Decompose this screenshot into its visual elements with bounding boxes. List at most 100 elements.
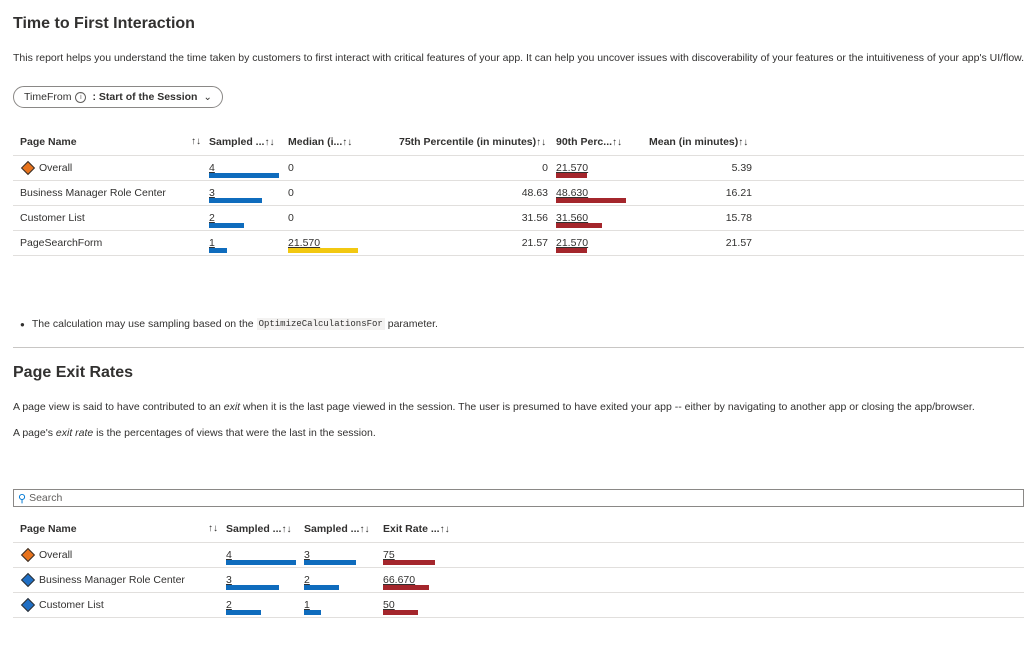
cell-median[interactable]: 21.570 [288, 230, 398, 256]
page-name-wrap: Overall [13, 543, 226, 563]
cell-spacer [760, 155, 1024, 181]
cell-median[interactable]: 0 [288, 155, 398, 181]
cell-spacer [760, 230, 1024, 256]
cell-exit-rate-inner: 75 [383, 543, 473, 567]
cell-sampled-1-bar [226, 560, 296, 565]
col-header-mean[interactable]: Mean (in minutes)↑↓ [649, 135, 749, 148]
cell-sampled-2-bar [304, 610, 321, 615]
cell-sampled-2-bar [304, 560, 356, 565]
col-header-page-name[interactable]: Page Name ↑↓ [20, 522, 218, 535]
cell-sampled-bar [209, 223, 244, 228]
cell-sampled[interactable]: 2 [209, 205, 288, 231]
cell-sampled-1-inner: 4 [226, 543, 304, 567]
table-row[interactable]: Customer List 2 0 31.56 31.560 15.78 [13, 205, 1024, 231]
cell-p90-bar [556, 248, 587, 253]
sampling-note: ● The calculation may use sampling based… [20, 318, 438, 330]
cell-p75: 48.63 [398, 180, 556, 206]
page-name-wrap: Customer List [13, 206, 209, 224]
page-name-text: PageSearchForm [20, 237, 103, 249]
cell-p75-inner: 21.57 [398, 231, 556, 255]
cell-sampled[interactable]: 1 [209, 230, 288, 256]
cell-sampled-1-value: 4 [226, 549, 232, 561]
col-header-sampled-1[interactable]: Sampled ...↑↓ [226, 522, 292, 535]
cell-median-inner: 0 [288, 181, 398, 205]
cell-exit-rate-inner: 50 [383, 593, 473, 617]
cell-exit-rate-value: 75 [383, 549, 395, 561]
tfi-table: Page Name ↑↓ Sampled ...↑↓ Median (i...↑↓… [13, 128, 1024, 256]
cell-page-name: Overall [13, 155, 209, 181]
diamond-blue-icon [20, 597, 36, 613]
cell-p90-inner: 21.570 [556, 156, 649, 180]
cell-sampled-1-bar [226, 610, 261, 615]
cell-p90[interactable]: 21.570 [556, 155, 649, 181]
bullet-icon: ● [20, 319, 25, 329]
cell-sampled-1-bar [226, 585, 279, 590]
col-header-spacer [473, 515, 1024, 543]
cell-median-value: 21.570 [288, 237, 321, 249]
cell-exit-rate[interactable]: 50 [383, 592, 473, 618]
cell-page-name: Business Manager Role Center [13, 180, 209, 206]
cell-sampled-1[interactable]: 2 [226, 592, 304, 618]
section-title-tfi: Time to First Interaction [13, 15, 195, 32]
cell-sampled-2[interactable]: 1 [304, 592, 383, 618]
cell-mean-inner: 5.39 [649, 156, 760, 180]
page-name-text: Overall [39, 162, 73, 174]
cell-sampled-1[interactable]: 3 [226, 567, 304, 593]
cell-p90-inner: 31.560 [556, 206, 649, 230]
sort-icon: ↑↓ [191, 135, 201, 147]
cell-median[interactable]: 0 [288, 180, 398, 206]
table-row[interactable]: Customer List 2 1 50 [13, 592, 1024, 618]
cell-sampled[interactable]: 3 [209, 180, 288, 206]
col-header-exit-rate[interactable]: Exit Rate ...↑↓ [383, 522, 450, 535]
col-header-p75[interactable]: 75th Percentile (in minutes)↑↓ [399, 135, 547, 148]
cell-exit-rate[interactable]: 75 [383, 542, 473, 568]
cell-sampled-inner: 3 [209, 181, 288, 205]
col-header-p90[interactable]: 90th Perc...↑↓ [556, 135, 623, 148]
cell-sampled-2[interactable]: 3 [304, 542, 383, 568]
table-row[interactable]: PageSearchForm 1 21.570 21.57 21.570 21.57 [13, 230, 1024, 256]
cell-sampled-1-inner: 3 [226, 568, 304, 592]
info-icon: i [75, 91, 87, 103]
sort-icon: ↑↓ [342, 136, 353, 148]
cell-mean: 5.39 [649, 155, 760, 181]
cell-p90[interactable]: 31.560 [556, 205, 649, 231]
cell-p75-value: 31.56 [521, 212, 548, 224]
table-row[interactable]: Overall 4 3 75 [13, 542, 1024, 568]
cell-exit-rate[interactable]: 66.670 [383, 567, 473, 593]
cell-median-value: 0 [288, 212, 294, 224]
filter-label: TimeFrom [24, 91, 72, 103]
cell-p90[interactable]: 21.570 [556, 230, 649, 256]
search-input[interactable]: ⚲ Search [13, 489, 1024, 507]
cell-sampled-1[interactable]: 4 [226, 542, 304, 568]
cell-median[interactable]: 0 [288, 205, 398, 231]
sort-icon: ↑↓ [264, 136, 275, 148]
cell-mean-value: 21.57 [725, 237, 752, 249]
chevron-down-icon: ⌄ [203, 91, 212, 103]
page-name-text: Overall [39, 549, 73, 561]
cell-median-value: 0 [288, 162, 294, 174]
table-row[interactable]: Business Manager Role Center 3 2 66.670 [13, 567, 1024, 593]
cell-sampled-2-value: 1 [304, 599, 310, 611]
cell-sampled-2-inner: 2 [304, 568, 383, 592]
table-row[interactable]: Overall 4 0 0 21.570 5.39 [13, 155, 1024, 181]
cell-sampled[interactable]: 4 [209, 155, 288, 181]
cell-spacer [473, 592, 1024, 618]
col-header-sampled-2[interactable]: Sampled ...↑↓ [304, 522, 370, 535]
col-header-median[interactable]: Median (i...↑↓ [288, 135, 353, 148]
cell-sampled-2[interactable]: 2 [304, 567, 383, 593]
sort-icon: ↑↓ [359, 523, 370, 535]
cell-p90[interactable]: 48.630 [556, 180, 649, 206]
cell-exit-rate-value: 66.670 [383, 574, 416, 586]
exit-table: Page Name ↑↓ Sampled ...↑↓ Sampled ...↑↓ … [13, 515, 1024, 618]
section-divider [13, 347, 1024, 348]
page-name-wrap: Business Manager Role Center [13, 568, 226, 588]
cell-sampled-bar [209, 198, 262, 203]
page-name-wrap: Business Manager Role Center [13, 181, 209, 199]
timefrom-filter-button[interactable]: TimeFrom i : Start of the Session ⌄ [13, 86, 223, 108]
col-header-sampled[interactable]: Sampled ...↑↓ [209, 135, 275, 148]
cell-spacer [473, 567, 1024, 593]
cell-sampled-inner: 4 [209, 156, 288, 180]
cell-mean: 16.21 [649, 180, 760, 206]
table-row[interactable]: Business Manager Role Center 3 0 48.63 48.63… [13, 180, 1024, 206]
col-header-page-name[interactable]: Page Name ↑↓ [20, 135, 201, 148]
